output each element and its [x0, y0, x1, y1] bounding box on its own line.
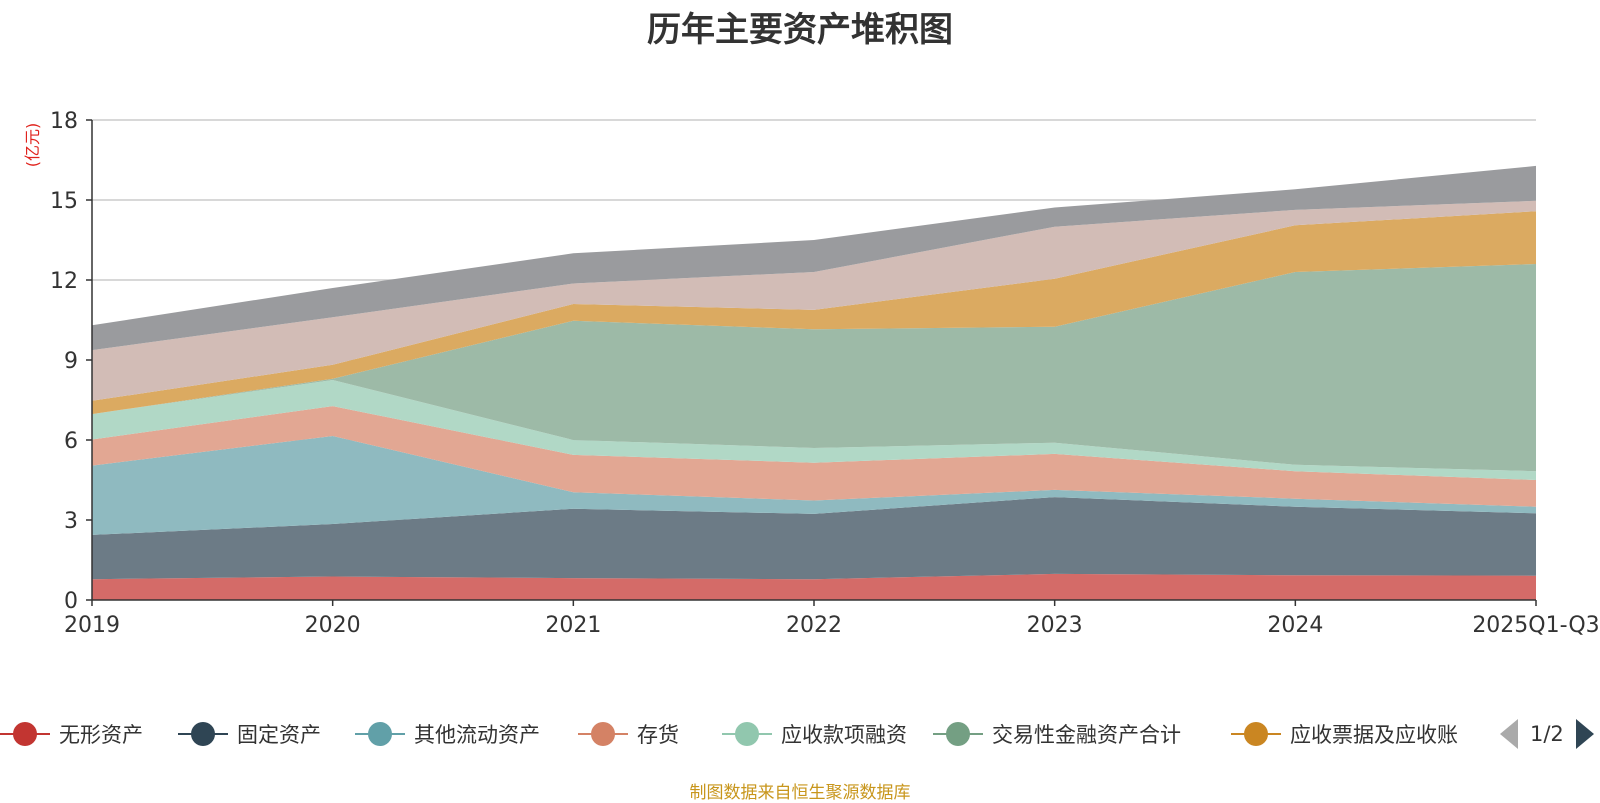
legend-marker-icon: [355, 716, 405, 752]
area-series-5[interactable]: [92, 264, 1536, 472]
legend-item[interactable]: 其他流动资产: [355, 716, 540, 752]
legend-pager: 1/2: [1500, 716, 1594, 752]
area-series-8[interactable]: [92, 165, 1536, 351]
legend-marker-icon: [578, 716, 628, 752]
area-series-3[interactable]: [92, 406, 1536, 507]
legend-page-indicator: 1/2: [1530, 722, 1564, 746]
legend-label: 存货: [637, 723, 679, 747]
area-series-layer: [92, 165, 1536, 600]
legend-label: 交易性金融资产合计: [992, 723, 1181, 747]
x-tick-label: 2022: [786, 613, 842, 638]
legend-item[interactable]: 应收票据及应收账: [1231, 716, 1458, 752]
legend-item[interactable]: 交易性金融资产合计: [933, 716, 1181, 752]
y-axis-unit-label: (亿元): [23, 123, 42, 168]
legend-label: 无形资产: [59, 723, 143, 747]
legend-item[interactable]: 应收款项融资: [722, 716, 907, 752]
area-series-0[interactable]: [92, 573, 1536, 600]
legend-item[interactable]: 固定资产: [178, 716, 321, 752]
legend-item[interactable]: 存货: [578, 716, 679, 752]
chart-title: 历年主要资产堆积图: [647, 10, 953, 50]
legend-label: 固定资产: [237, 723, 321, 747]
legend-marker-icon: [722, 716, 772, 752]
y-tick-label: 6: [64, 429, 78, 454]
x-tick-label: 2025Q1-Q3: [1472, 613, 1599, 638]
x-tick-label: 2021: [545, 613, 601, 638]
legend-marker-icon: [1231, 716, 1281, 752]
legend-item[interactable]: 无形资产: [0, 716, 143, 752]
area-series-4[interactable]: [92, 380, 1536, 480]
legend-next-page-icon[interactable]: [1575, 719, 1594, 749]
stacked-area-chart: 0 3 6 9 12 15 18 2019 2020 2021 2022 2023 2024 2025Q1…: [23, 109, 1600, 638]
chart-legend: 无形资产 固定资产 其他流动资产 存货 应收款项融资 交易性金融资产合计 应收票据及应收账: [0, 716, 1600, 752]
legend-marker-icon: [178, 716, 228, 752]
y-tick-label: 3: [64, 509, 78, 534]
data-source-note: 制图数据来自恒生聚源数据库: [689, 783, 911, 803]
legend-prev-page-icon[interactable]: [1500, 719, 1518, 749]
y-tick-label: 12: [50, 269, 78, 294]
y-tick-label: 18: [50, 109, 78, 134]
legend-label: 应收款项融资: [781, 723, 907, 747]
y-tick-label: 0: [64, 589, 78, 614]
area-series-7[interactable]: [92, 200, 1536, 401]
x-tick-label: 2019: [64, 613, 120, 638]
x-tick-label: 2023: [1027, 613, 1083, 638]
area-series-1[interactable]: [92, 497, 1536, 580]
legend-label: 其他流动资产: [414, 723, 540, 747]
area-series-6[interactable]: [92, 211, 1536, 415]
legend-label: 应收票据及应收账: [1290, 723, 1458, 747]
y-tick-label: 9: [64, 349, 78, 374]
area-series-2[interactable]: [92, 436, 1536, 535]
x-tick-label: 2020: [305, 613, 361, 638]
y-tick-label: 15: [50, 189, 78, 214]
legend-marker-icon: [933, 716, 983, 752]
legend-marker-icon: [0, 716, 50, 752]
x-tick-label: 2024: [1267, 613, 1323, 638]
axes: 0 3 6 9 12 15 18 2019 2020 2021 2022 2023 2024 2025Q1…: [50, 109, 1600, 638]
